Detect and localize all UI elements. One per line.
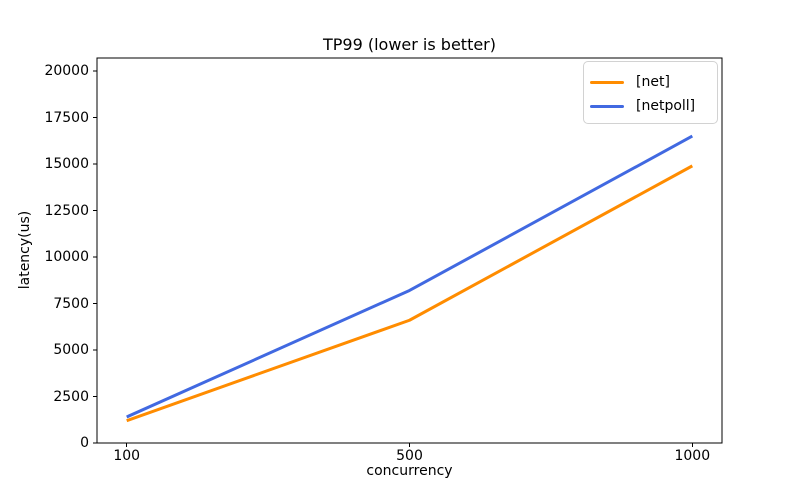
- legend-item-1: [netpoll]: [590, 94, 711, 118]
- x-axis-label: concurrency: [366, 463, 453, 479]
- x-tick-label: 100: [113, 448, 141, 464]
- y-tick-label: 7500: [53, 295, 89, 312]
- y-tick-label: 12500: [44, 202, 89, 219]
- chart-title: TP99 (lower is better): [322, 35, 496, 54]
- legend-item-0: [net]: [590, 70, 711, 94]
- y-tick-label: 0: [80, 435, 89, 451]
- legend-label: [netpoll]: [636, 98, 696, 114]
- x-tick-label: 500: [396, 448, 423, 464]
- x-tick-label: 1000: [674, 448, 711, 464]
- y-tick-label: 10000: [44, 249, 89, 265]
- series-line-0: [126, 164, 694, 423]
- y-tick-label: 5000: [53, 342, 89, 358]
- legend-swatch-icon: [590, 104, 624, 108]
- series-line-1: [126, 134, 694, 419]
- y-tick-label: 15000: [44, 156, 89, 172]
- y-tick-label: 2500: [53, 388, 89, 405]
- legend-swatch-icon: [590, 80, 624, 84]
- legend-label: [net]: [636, 74, 670, 90]
- legend: [net] [netpoll]: [583, 61, 718, 124]
- y-tick-label: 17500: [44, 109, 89, 126]
- y-tick-label: 20000: [44, 63, 89, 80]
